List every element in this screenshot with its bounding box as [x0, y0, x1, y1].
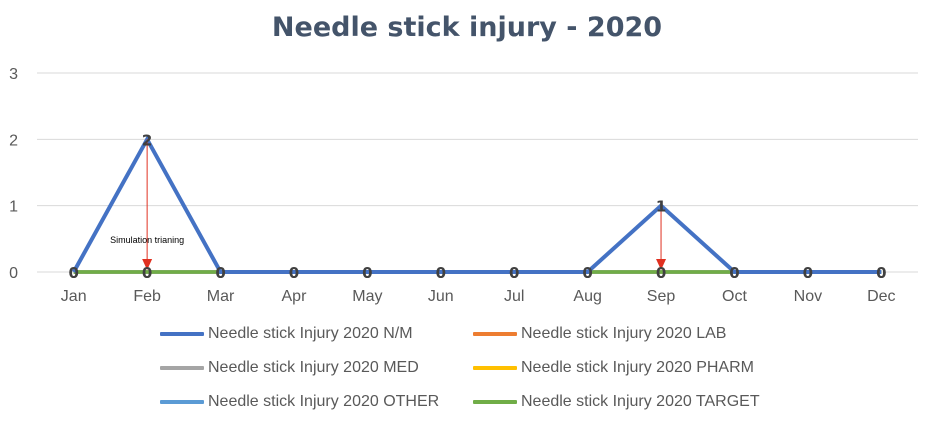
data-label: 0 [215, 264, 225, 282]
legend-item: Needle stick Injury 2020 TARGET [473, 390, 760, 414]
x-tick-label: Jun [428, 288, 454, 305]
data-label: 0 [656, 264, 666, 282]
legend-swatch [160, 366, 204, 370]
legend-label: Needle stick Injury 2020 LAB [521, 325, 727, 342]
x-tick-label: Nov [794, 288, 822, 305]
annotation-arrowhead [656, 259, 667, 270]
legend-label: Needle stick Injury 2020 OTHER [208, 393, 440, 410]
legend-item: Needle stick Injury 2020 OTHER [160, 390, 439, 414]
annotation-text: Simulation trianing [110, 235, 184, 245]
legend-swatch [160, 400, 204, 404]
legend-label: Needle stick Injury 2020 PHARM [521, 359, 754, 376]
x-tick-label: Sep [647, 288, 676, 305]
data-label: 0 [729, 264, 739, 282]
x-tick-label: Apr [282, 288, 308, 305]
data-labels: 0 0 0 0 0 0 0 0 0 0 0 0 2 1 [68, 131, 886, 282]
chart-title: Needle stick injury - 2020 [271, 12, 663, 43]
data-label: 0 [803, 264, 813, 282]
legend-item: Needle stick Injury 2020 PHARM [473, 356, 754, 380]
data-label: 0 [362, 264, 372, 282]
x-tick-label: Dec [867, 288, 895, 305]
legend-item: Needle stick Injury 2020 N/M [160, 322, 413, 346]
series-lines [71, 135, 882, 274]
x-tick-label: Mar [207, 288, 235, 305]
x-tick-label: Jul [504, 288, 524, 305]
series-line-nm [71, 135, 882, 274]
data-label: 0 [289, 264, 299, 282]
legend-swatch [473, 400, 517, 404]
y-tick-label: 3 [9, 66, 18, 83]
legend-label: Needle stick Injury 2020 TARGET [521, 393, 760, 410]
data-label: 0 [142, 264, 152, 282]
line-chart: 0 1 2 3 Jan Feb Mar Apr May Jun Jul Aug Sep Oct Nov De… [9, 66, 918, 305]
legend-swatch [473, 332, 517, 336]
annotation-arrowhead [142, 259, 153, 270]
x-tick-label: Oct [722, 288, 747, 305]
x-tick-label: Aug [573, 288, 601, 305]
data-label: 0 [436, 264, 446, 282]
legend-swatch [160, 332, 204, 336]
data-label: 0 [509, 264, 519, 282]
data-label: 1 [656, 198, 666, 216]
legend-item: Needle stick Injury 2020 LAB [473, 322, 726, 346]
legend-label: Needle stick Injury 2020 N/M [208, 325, 413, 342]
y-axis-ticks: 0 1 2 3 [9, 66, 18, 282]
legend-swatch [473, 366, 517, 370]
data-label: 2 [142, 131, 152, 149]
y-tick-label: 1 [9, 199, 18, 216]
x-tick-label: May [352, 288, 382, 305]
legend-item: Needle stick Injury 2020 MED [160, 356, 419, 380]
data-label: 0 [876, 264, 886, 282]
x-axis-ticks: Jan Feb Mar Apr May Jun Jul Aug Sep Oct Nov Dec [61, 288, 896, 305]
data-label: 0 [582, 264, 592, 282]
annotations: Simulation trianing [110, 139, 667, 270]
data-label: 0 [68, 264, 78, 282]
y-tick-label: 0 [9, 265, 18, 282]
legend-label: Needle stick Injury 2020 MED [208, 359, 419, 376]
y-tick-label: 2 [9, 132, 18, 149]
x-tick-label: Jan [61, 288, 87, 305]
x-tick-label: Feb [133, 288, 161, 305]
